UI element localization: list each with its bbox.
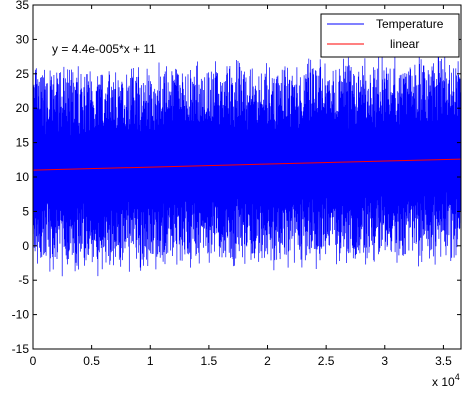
x-tick-label: 0	[30, 354, 37, 368]
y-tick-label: 25	[16, 67, 30, 81]
x-axis: 0 0.5 1 1.5 2 2.5 3 3.5	[30, 5, 452, 368]
series-line-temperature	[32, 53, 462, 277]
x-tick-label: 3.5	[435, 354, 452, 368]
y-axis: -15 -10 -5 0 5 10 15 20 25 30 35	[12, 0, 461, 356]
fit-equation-annotation: y = 4.4e-005*x + 11	[52, 42, 156, 56]
y-tick-label: 20	[16, 101, 30, 115]
legend-box	[320, 13, 460, 58]
series-line-linear	[32, 158, 462, 171]
x-exponent-label: x 104	[432, 372, 460, 389]
legend-label-linear: linear	[390, 37, 419, 51]
x-exponent-power: 4	[455, 372, 460, 382]
y-tick-label: 30	[16, 32, 30, 46]
x-tick-label: 2.5	[318, 354, 335, 368]
x-tick-label: 0.5	[83, 354, 100, 368]
y-tick-label: 0	[22, 239, 29, 253]
legend-label-temperature: Temperature	[376, 17, 444, 31]
y-tick-label: 35	[16, 0, 30, 12]
legend: Temperature linear	[320, 13, 460, 58]
x-tick-label: 1	[147, 354, 154, 368]
y-tick-label: -10	[12, 308, 30, 322]
x-tick-label: 2	[264, 354, 271, 368]
temperature-series-group	[32, 53, 462, 277]
y-tick-label: 15	[16, 136, 30, 150]
y-tick-label: -15	[12, 342, 30, 356]
y-tick-label: 10	[16, 170, 30, 184]
y-tick-label: -5	[18, 273, 29, 287]
x-tick-label: 1.5	[201, 354, 218, 368]
x-tick-label: 3	[381, 354, 388, 368]
y-tick-label: 5	[22, 204, 29, 218]
